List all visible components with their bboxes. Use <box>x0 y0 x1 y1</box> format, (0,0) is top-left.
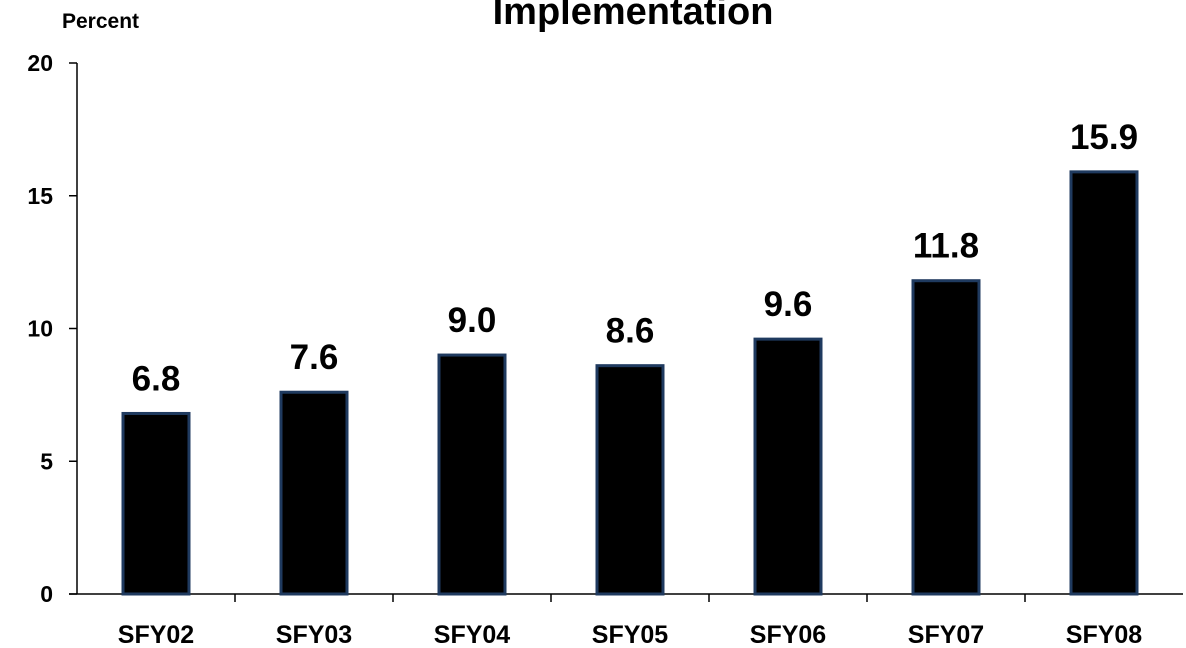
x-tick-label: SFY06 <box>750 621 826 648</box>
x-tick-label: SFY07 <box>908 621 984 648</box>
y-tick-label: 20 <box>27 50 53 76</box>
bar <box>911 279 981 596</box>
data-label: 9.6 <box>764 285 813 324</box>
bar <box>437 353 507 596</box>
x-tick-label: SFY03 <box>276 621 352 648</box>
y-tick-label: 5 <box>40 448 53 474</box>
chart-title: Implementation <box>493 0 774 33</box>
bar <box>595 364 665 596</box>
labels-group: 6.8 SFY02 7.6 SFY03 9.0 SFY04 8.6 SFY05 9.6 SFY06… <box>118 118 1143 648</box>
bar <box>1069 170 1139 596</box>
x-tick-label: SFY05 <box>592 621 669 648</box>
data-label: 7.6 <box>290 338 339 377</box>
x-tick-label: SFY08 <box>1066 621 1143 648</box>
y-axis-label: Percent <box>62 10 139 33</box>
y-tick-label: 10 <box>27 316 53 342</box>
x-tick-label: SFY02 <box>118 621 194 648</box>
data-label: 11.8 <box>913 227 979 266</box>
bar <box>753 337 823 596</box>
data-label: 6.8 <box>132 359 181 398</box>
data-label: 15.9 <box>1070 118 1138 157</box>
data-label: 9.0 <box>448 301 497 340</box>
data-label: 8.6 <box>606 312 655 351</box>
x-tick-label: SFY04 <box>434 621 511 648</box>
y-tick-label: 15 <box>27 183 53 209</box>
bars-group <box>121 170 1139 596</box>
bar <box>121 411 191 596</box>
y-tick-label: 0 <box>40 581 53 607</box>
axes: 0 5 10 15 20 <box>27 50 1183 607</box>
bar <box>279 390 349 596</box>
